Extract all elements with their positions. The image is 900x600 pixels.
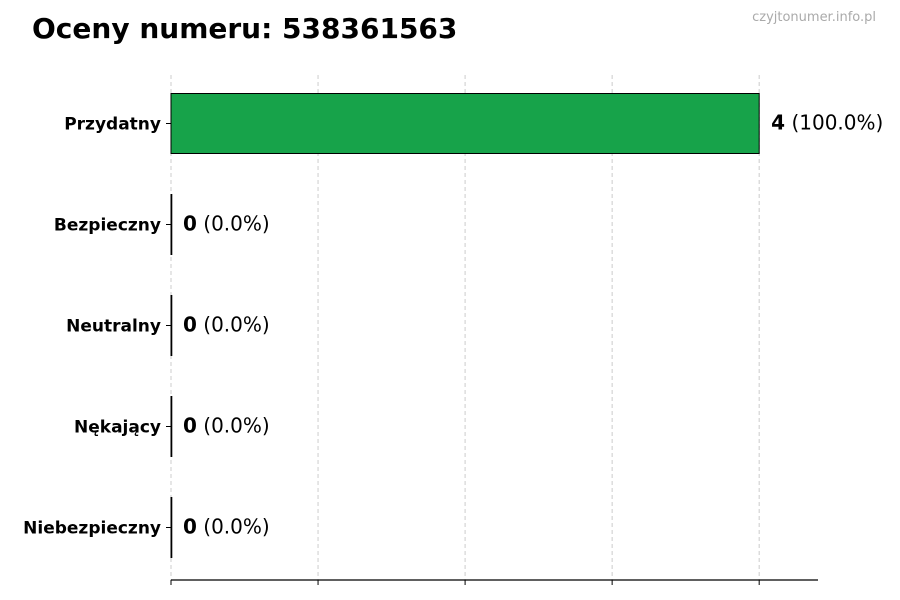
data-label-percent: (0.0%) xyxy=(197,212,270,236)
data-label-percent: (0.0%) xyxy=(197,515,270,539)
data-label-count: 4 xyxy=(771,111,785,135)
chart-title: Oceny numeru: 538361563 xyxy=(32,12,458,45)
bar xyxy=(170,295,173,356)
bar xyxy=(170,497,173,558)
data-label: 0 (0.0%) xyxy=(183,414,270,438)
bar xyxy=(170,194,173,255)
data-label-count: 0 xyxy=(183,414,197,438)
data-label-percent: (100.0%) xyxy=(785,111,883,135)
data-label-count: 0 xyxy=(183,313,197,337)
category-label: Przydatny xyxy=(64,115,161,135)
data-label: 4 (100.0%) xyxy=(771,111,883,135)
data-label: 0 (0.0%) xyxy=(183,313,270,337)
bar xyxy=(170,396,173,457)
category-label: Bezpieczny xyxy=(54,216,161,236)
data-label-count: 0 xyxy=(183,212,197,236)
category-label: Niebezpieczny xyxy=(23,519,161,539)
watermark: czyjtonumer.info.pl xyxy=(752,10,876,25)
data-label-percent: (0.0%) xyxy=(197,313,270,337)
category-label: Neutralny xyxy=(66,317,161,337)
data-label: 0 (0.0%) xyxy=(183,515,270,539)
data-label-count: 0 xyxy=(183,515,197,539)
category-label: Nękający xyxy=(74,418,161,438)
data-label: 0 (0.0%) xyxy=(183,212,270,236)
data-label-percent: (0.0%) xyxy=(197,414,270,438)
bar xyxy=(170,93,760,154)
